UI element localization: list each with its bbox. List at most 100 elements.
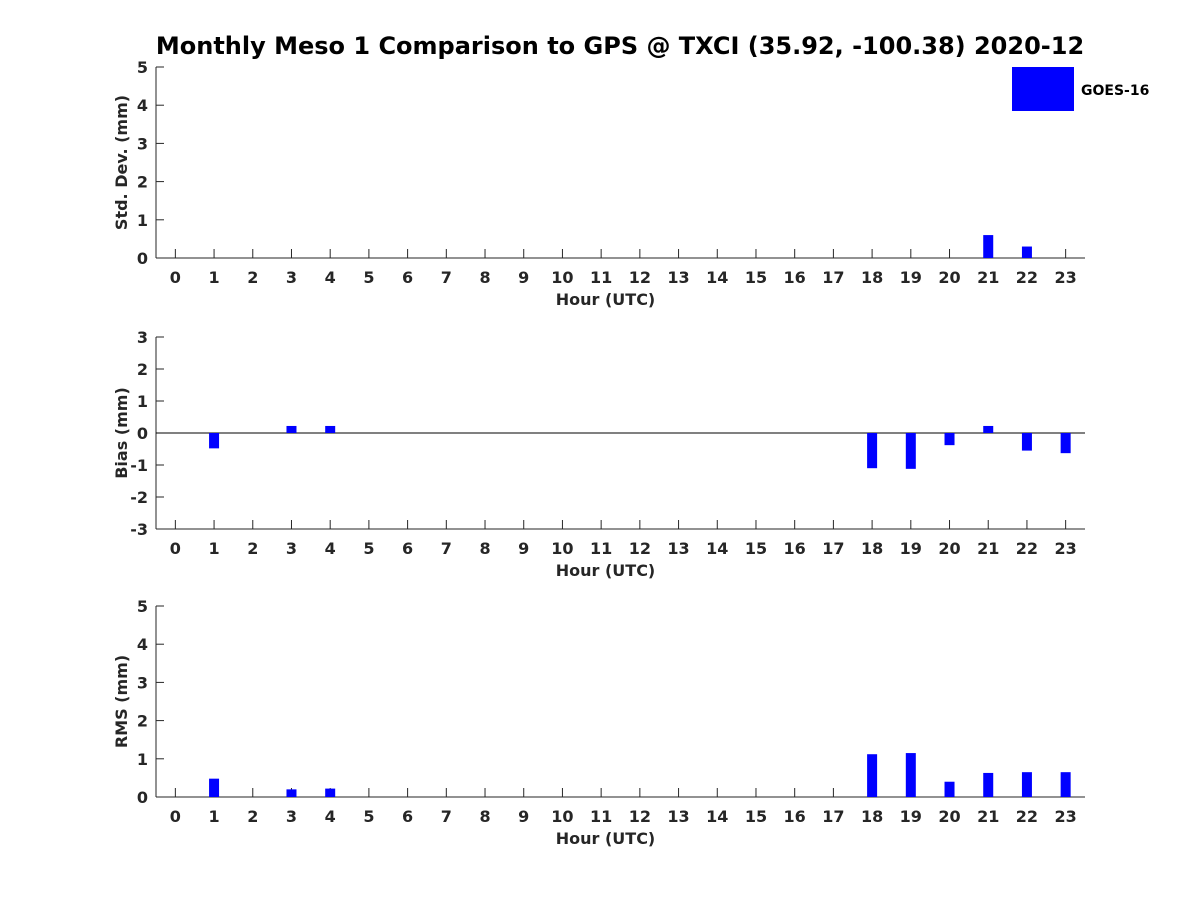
x-tick-label: 9 xyxy=(518,539,529,558)
y-tick-label: 5 xyxy=(137,597,148,616)
x-tick-label: 11 xyxy=(590,539,612,558)
x-tick-label: 16 xyxy=(784,807,806,826)
bar-hour-20 xyxy=(944,433,955,446)
bar-hour-19 xyxy=(905,433,916,469)
x-tick-label: 14 xyxy=(706,268,728,287)
x-tick-label: 19 xyxy=(900,268,922,287)
bar-hour-20 xyxy=(944,781,955,797)
y-tick-label: 0 xyxy=(137,424,148,443)
y-tick-label: 1 xyxy=(137,211,148,230)
bar-hour-1 xyxy=(209,433,220,449)
x-tick-label: 16 xyxy=(784,268,806,287)
x-tick-label: 17 xyxy=(822,539,844,558)
x-axis-label: Hour (UTC) xyxy=(556,829,656,848)
x-tick-label: 7 xyxy=(441,807,452,826)
x-tick-label: 15 xyxy=(745,539,767,558)
x-tick-label: 23 xyxy=(1055,807,1077,826)
y-axis-label: Std. Dev. (mm) xyxy=(112,95,131,230)
x-tick-label: 4 xyxy=(325,268,336,287)
bar-hour-19 xyxy=(905,753,916,797)
bar-hour-22 xyxy=(1021,246,1032,258)
x-tick-label: 7 xyxy=(441,268,452,287)
y-tick-label: -2 xyxy=(130,488,148,507)
x-tick-label: 21 xyxy=(977,807,999,826)
x-tick-label: 17 xyxy=(822,807,844,826)
y-tick-label: 2 xyxy=(137,173,148,192)
x-tick-label: 14 xyxy=(706,807,728,826)
x-axis-label: Hour (UTC) xyxy=(556,561,656,580)
x-tick-label: 11 xyxy=(590,268,612,287)
bar-hour-23 xyxy=(1060,772,1071,797)
x-tick-label: 18 xyxy=(861,807,883,826)
bar-hour-22 xyxy=(1021,772,1032,797)
x-axis-label: Hour (UTC) xyxy=(556,290,656,309)
y-tick-label: 0 xyxy=(137,249,148,268)
bar-hour-4 xyxy=(325,425,336,433)
x-tick-label: 18 xyxy=(861,268,883,287)
y-tick-label: 2 xyxy=(137,360,148,379)
x-tick-label: 1 xyxy=(208,539,219,558)
x-tick-label: 22 xyxy=(1016,807,1038,826)
x-tick-label: 19 xyxy=(900,539,922,558)
x-tick-label: 0 xyxy=(170,268,181,287)
y-tick-label: 3 xyxy=(137,134,148,153)
x-tick-label: 8 xyxy=(479,268,490,287)
x-tick-label: 20 xyxy=(938,539,960,558)
x-tick-label: 10 xyxy=(551,807,573,826)
x-tick-label: 5 xyxy=(363,807,374,826)
y-axis-label: Bias (mm) xyxy=(112,387,131,479)
x-tick-label: 16 xyxy=(784,539,806,558)
x-tick-label: 1 xyxy=(208,268,219,287)
y-tick-label: 3 xyxy=(137,328,148,347)
y-tick-label: 1 xyxy=(137,750,148,769)
x-tick-label: 15 xyxy=(745,268,767,287)
x-tick-label: 23 xyxy=(1055,539,1077,558)
x-tick-label: 4 xyxy=(325,807,336,826)
y-tick-label: 0 xyxy=(137,788,148,807)
y-tick-label: -1 xyxy=(130,456,148,475)
x-tick-label: 7 xyxy=(441,539,452,558)
x-tick-label: 22 xyxy=(1016,268,1038,287)
x-tick-label: 1 xyxy=(208,807,219,826)
x-tick-label: 5 xyxy=(363,268,374,287)
x-tick-label: 0 xyxy=(170,539,181,558)
bar-hour-4 xyxy=(325,788,336,797)
x-tick-label: 0 xyxy=(170,807,181,826)
y-tick-label: -3 xyxy=(130,520,148,539)
x-tick-label: 9 xyxy=(518,268,529,287)
x-tick-label: 6 xyxy=(402,807,413,826)
bar-hour-22 xyxy=(1021,433,1032,451)
x-tick-label: 21 xyxy=(977,268,999,287)
x-tick-label: 8 xyxy=(479,807,490,826)
x-tick-label: 6 xyxy=(402,539,413,558)
bar-hour-23 xyxy=(1060,433,1071,454)
x-tick-label: 3 xyxy=(286,539,297,558)
chart-title: Monthly Meso 1 Comparison to GPS @ TXCI … xyxy=(156,32,1084,60)
legend: GOES-16 xyxy=(1012,67,1149,111)
x-tick-label: 19 xyxy=(900,807,922,826)
x-tick-label: 13 xyxy=(667,539,689,558)
x-tick-label: 4 xyxy=(325,539,336,558)
x-tick-label: 10 xyxy=(551,539,573,558)
y-tick-label: 4 xyxy=(137,96,148,115)
x-tick-label: 21 xyxy=(977,539,999,558)
x-tick-label: 22 xyxy=(1016,539,1038,558)
bar-hour-21 xyxy=(983,772,994,797)
x-tick-label: 17 xyxy=(822,268,844,287)
legend-label: GOES-16 xyxy=(1081,83,1149,99)
x-tick-label: 12 xyxy=(629,807,651,826)
x-tick-label: 23 xyxy=(1055,268,1077,287)
x-tick-label: 12 xyxy=(629,268,651,287)
x-tick-label: 20 xyxy=(938,268,960,287)
x-tick-label: 20 xyxy=(938,807,960,826)
y-tick-label: 5 xyxy=(137,58,148,77)
x-tick-label: 18 xyxy=(861,539,883,558)
bar-hour-3 xyxy=(286,425,297,433)
bar-hour-21 xyxy=(983,425,994,433)
bar-hour-3 xyxy=(286,789,297,797)
x-tick-label: 6 xyxy=(402,268,413,287)
